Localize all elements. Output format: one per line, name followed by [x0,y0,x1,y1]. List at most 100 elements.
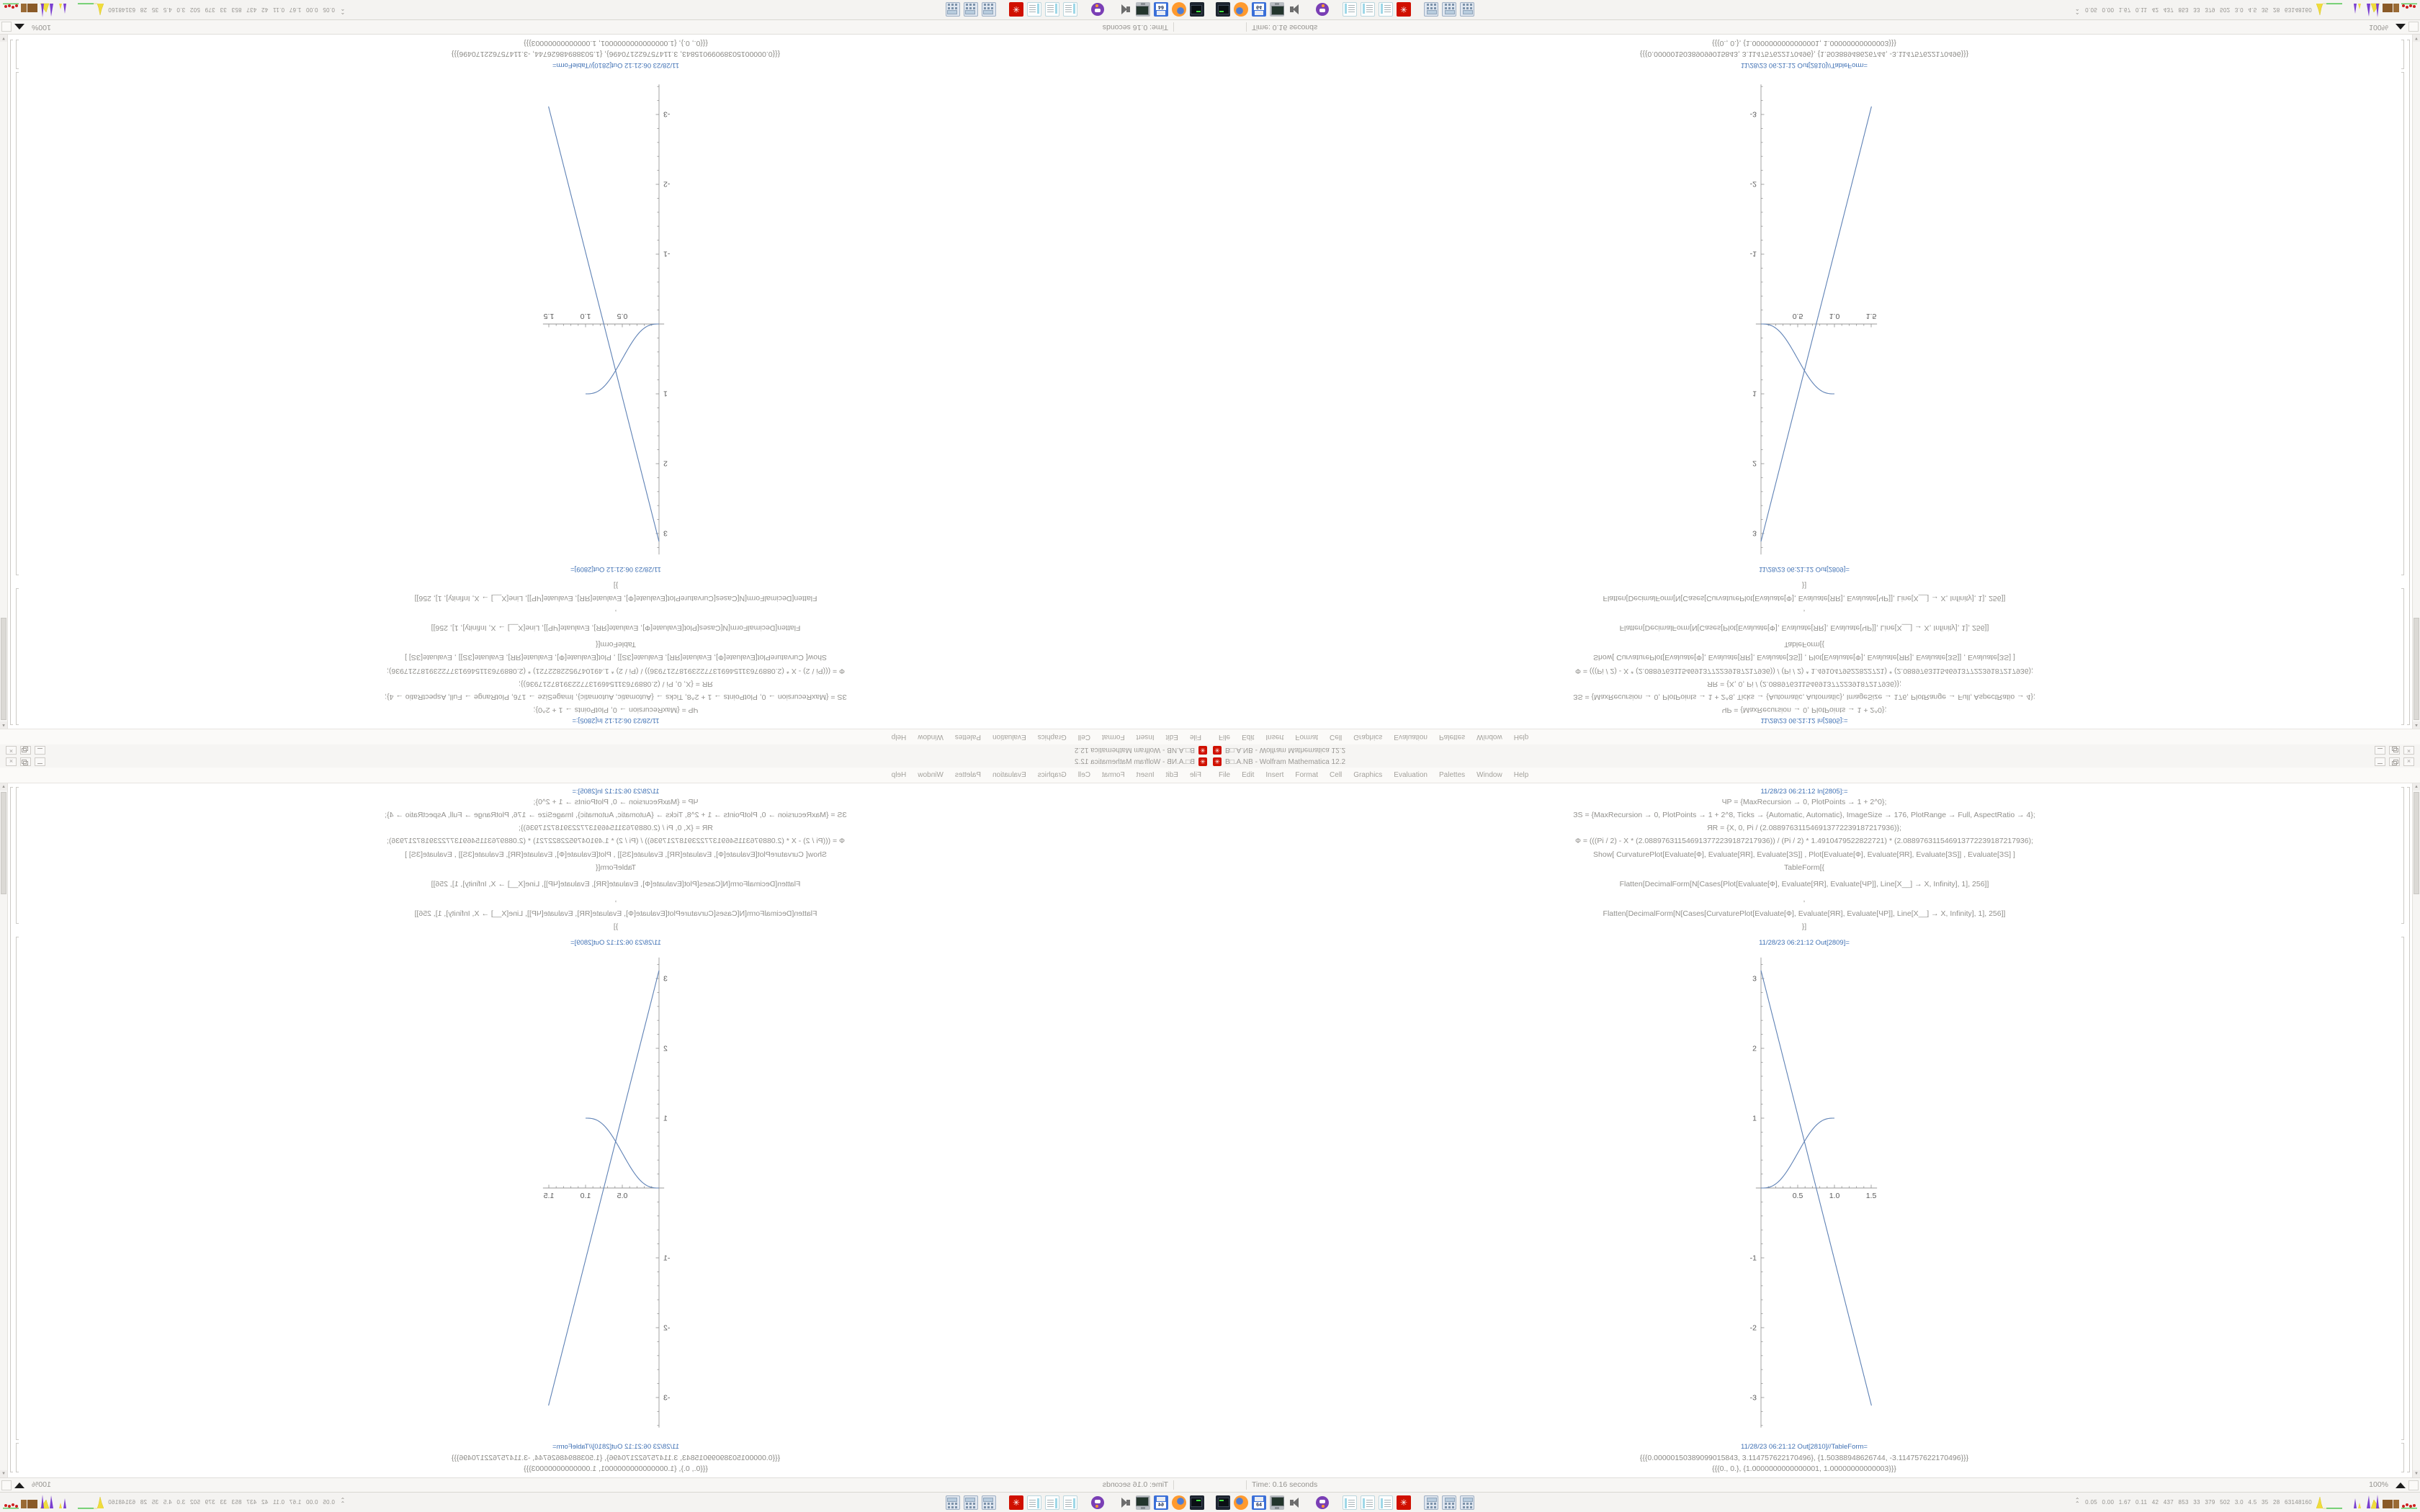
menu-edit[interactable]: Edit [1242,733,1255,741]
calculator-icon[interactable] [946,1495,960,1510]
close-button[interactable]: × [2403,746,2414,755]
code-line[interactable]: Flatten[DecimalForm[N[Cases[CurvaturePlo… [414,909,817,918]
purple-app-icon[interactable] [1090,1495,1105,1510]
menu-palettes[interactable]: Palettes [954,733,981,741]
monitor-icon[interactable] [1270,1495,1284,1510]
menu-window[interactable]: Window [1476,733,1502,741]
plot-cell-bracket[interactable] [16,72,19,575]
notepad-icon[interactable] [1063,2,1077,17]
scroll-down-icon[interactable]: ▼ [0,1470,7,1477]
code-line[interactable]: ЗS = {MaxRecursion → 0, PlotPoints → 1 +… [385,693,847,701]
plot-cell-bracket[interactable] [16,937,19,1440]
code-line[interactable]: ЗS = {MaxRecursion → 0, PlotPoints → 1 +… [1573,693,2035,701]
notepad-icon[interactable] [1361,2,1375,17]
menu-format[interactable]: Format [1101,771,1125,779]
zoom-level[interactable]: 100% [2369,23,2388,32]
firefox-icon[interactable] [1172,1495,1186,1510]
notepad-icon[interactable] [1027,1495,1041,1510]
table-cell-bracket[interactable] [16,1443,19,1472]
code-line[interactable]: }] [1801,922,1807,931]
input-cell-bracket[interactable] [2401,588,2404,725]
purple-app-icon[interactable] [1090,2,1105,17]
plot-cell-bracket[interactable] [2401,937,2404,1440]
code-line[interactable]: Flatten[DecimalForm[N[Cases[Plot[Evaluat… [1619,624,1989,632]
magnification-arrow-icon[interactable] [2396,1482,2406,1488]
plot-cell-bracket[interactable] [2401,72,2404,575]
zoom-level[interactable]: 100% [2369,1480,2388,1489]
scrollbar-thumb[interactable] [1,792,6,894]
menu-format[interactable]: Format [1295,733,1319,741]
terminal-icon[interactable] [1216,1495,1230,1510]
window-titlebar[interactable]: ✳ B□.A.NB - Wolfram Mathematica 12.2 × [1210,756,2420,768]
purple-app-icon[interactable] [1315,2,1330,17]
scroll-down-icon[interactable]: ▼ [0,35,7,42]
vertical-scrollbar[interactable]: ▲ ▼ [0,35,8,729]
menu-evaluation[interactable]: Evaluation [992,771,1026,779]
code-line[interactable]: Flatten[DecimalForm[N[Cases[CurvaturePlo… [414,594,817,603]
menu-palettes[interactable]: Palettes [1439,771,1466,779]
restore-button[interactable] [20,757,31,766]
calculator-icon[interactable] [964,2,978,17]
cell-group-bracket[interactable] [10,40,13,725]
code-line[interactable]: ЗS = {MaxRecursion → 0, PlotPoints → 1 +… [385,811,847,819]
menu-insert[interactable]: Insert [1265,771,1284,779]
menu-graphics[interactable]: Graphics [1353,771,1383,779]
menu-file[interactable]: File [1189,771,1201,779]
minimize-button[interactable] [35,746,45,755]
input-cell-bracket[interactable] [16,787,19,924]
notepad-icon[interactable] [1343,1495,1357,1510]
calculator-icon[interactable] [1460,2,1474,17]
floppy-64-icon[interactable]: 64 [1154,2,1168,17]
menu-insert[interactable]: Insert [1136,733,1155,741]
code-line[interactable]: ЗS = {MaxRecursion → 0, PlotPoints → 1 +… [1573,811,2035,819]
scroll-down-icon[interactable]: ▼ [2413,35,2420,42]
menu-file[interactable]: File [1189,733,1201,741]
code-line[interactable]: }] [1801,581,1807,590]
scrollbar-thumb[interactable] [1,618,6,720]
magnification-arrow-icon[interactable] [2396,24,2406,30]
restore-button[interactable] [2389,746,2400,755]
table-cell-bracket[interactable] [16,40,19,69]
monitor-icon[interactable] [1270,2,1284,17]
menu-insert[interactable]: Insert [1265,733,1284,741]
menu-cell[interactable]: Cell [1330,771,1343,779]
scroll-up-icon[interactable]: ▲ [2413,721,2420,729]
menu-insert[interactable]: Insert [1136,771,1155,779]
magnification-arrow-icon[interactable] [14,24,24,30]
cell-group-bracket[interactable] [10,787,13,1472]
code-line[interactable]: ЯR = {X, 0, Pi / (2.08897631154691377223… [1707,680,1901,688]
menu-help[interactable]: Help [1513,771,1529,779]
menu-graphics[interactable]: Graphics [1037,733,1067,741]
menu-graphics[interactable]: Graphics [1353,733,1383,741]
tray-collapse-icon[interactable]: ⌃ ⌃ [2074,1497,2080,1507]
notepad-icon[interactable] [1045,1495,1059,1510]
monitor-icon[interactable] [1136,1495,1150,1510]
vertical-scrollbar[interactable]: ▲ ▼ [0,783,8,1477]
calculator-icon[interactable] [1442,1495,1456,1510]
code-line[interactable]: , [614,895,617,904]
notepad-icon[interactable] [1045,2,1059,17]
menu-help[interactable]: Help [891,733,907,741]
menu-cell[interactable]: Cell [1077,771,1090,779]
code-line[interactable]: ЧP = {MaxRecursion → 0, PlotPoints → 1 +… [533,798,699,806]
menu-evaluation[interactable]: Evaluation [992,733,1026,741]
tray-collapse-icon[interactable]: ⌃ ⌃ [2074,5,2080,15]
menu-evaluation[interactable]: Evaluation [1394,771,1428,779]
menu-window[interactable]: Window [918,733,944,741]
cell-group-bracket[interactable] [2407,40,2410,725]
code-line[interactable]: , [1803,608,1806,617]
restore-button[interactable] [20,746,31,755]
vertical-scrollbar[interactable]: ▲ ▼ [2412,35,2420,729]
menu-format[interactable]: Format [1295,771,1319,779]
code-line[interactable]: Flatten[DecimalForm[N[Cases[Plot[Evaluat… [1619,880,1989,888]
code-line[interactable]: , [614,608,617,617]
menu-help[interactable]: Help [1513,733,1529,741]
menu-file[interactable]: File [1219,733,1231,741]
notepad-icon[interactable] [1361,1495,1375,1510]
code-line[interactable]: Ф = (((Pi / 2) - X * (2.0889763115469137… [1574,837,2034,845]
input-cell-bracket[interactable] [16,588,19,725]
code-line[interactable]: Ф = (((Pi / 2) - X * (2.0889763115469137… [1574,667,2034,675]
calculator-icon[interactable] [1460,1495,1474,1510]
tray-collapse-icon[interactable]: ⌃ ⌃ [340,1497,346,1507]
code-line[interactable]: Show[ CurvaturePlot[Evaluate[Ф], Evaluat… [1593,653,2015,662]
